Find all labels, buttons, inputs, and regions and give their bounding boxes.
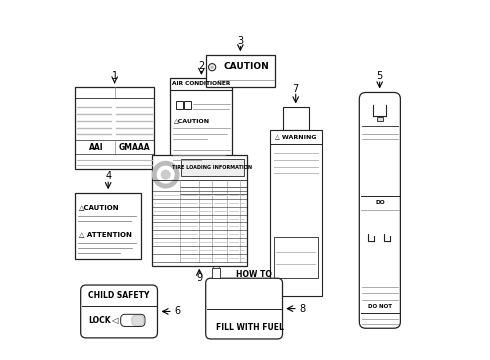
Text: 5: 5 [376,71,383,81]
Text: FILL WITH FUEL: FILL WITH FUEL [216,323,283,332]
Text: △CAUTION: △CAUTION [79,204,120,210]
Text: LOCK: LOCK [89,316,111,325]
Text: 1: 1 [112,71,118,81]
FancyBboxPatch shape [121,314,145,327]
Text: 7: 7 [293,84,299,94]
Text: GMAAA: GMAAA [119,143,150,152]
FancyBboxPatch shape [359,93,400,328]
Text: △CAUTION: △CAUTION [173,118,210,123]
Bar [176,101,183,109]
Text: HOW TO: HOW TO [236,270,272,279]
Bar [75,87,154,169]
FancyBboxPatch shape [81,285,157,338]
Bar [270,130,322,296]
Bar [377,117,383,121]
Text: 9: 9 [196,273,202,283]
Text: △ WARNING: △ WARNING [275,135,317,140]
Text: CAUTION: CAUTION [224,62,270,71]
Bar [75,193,142,258]
Text: △ ATTENTION: △ ATTENTION [79,231,132,237]
Text: DO NOT: DO NOT [368,304,392,309]
Bar [283,107,309,130]
Circle shape [161,170,171,180]
Bar [170,78,232,169]
Bar [152,155,247,266]
Text: 4: 4 [105,171,111,181]
Text: TIRE LOADING INFORMATION: TIRE LOADING INFORMATION [172,165,252,170]
Bar [184,101,191,109]
Text: CHILD SAFETY: CHILD SAFETY [88,291,150,300]
Text: 8: 8 [299,303,305,314]
Bar [273,237,318,278]
Text: 2: 2 [198,61,204,71]
Text: 6: 6 [174,306,180,316]
Text: 3: 3 [237,36,244,46]
Bar [206,55,275,87]
Bar [181,158,244,176]
Text: ◁: ◁ [111,316,118,325]
Text: AIR CONDITIONER: AIR CONDITIONER [172,81,230,86]
Text: AAI: AAI [89,143,104,152]
FancyBboxPatch shape [206,278,283,339]
Bar [213,265,220,268]
Circle shape [210,66,214,69]
Bar [212,268,220,278]
Text: DO: DO [375,200,385,205]
FancyBboxPatch shape [132,315,144,325]
